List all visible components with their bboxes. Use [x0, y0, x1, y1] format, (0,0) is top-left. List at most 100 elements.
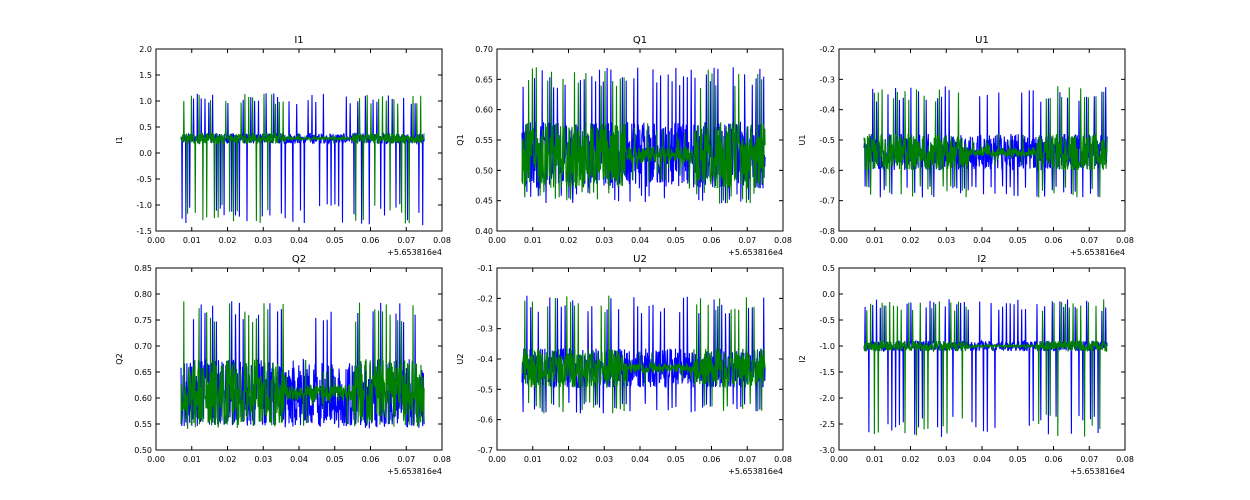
x-offset-label: +5.653816e4 — [387, 248, 442, 257]
x-tick-label: 0.02 — [560, 455, 578, 464]
y-tick-label: -0.8 — [819, 227, 835, 236]
y-tick-label: -0.5 — [819, 136, 835, 145]
y-tick-label: -0.6 — [819, 166, 835, 175]
x-offset-label: +5.653816e4 — [1070, 467, 1125, 476]
y-tick-label: 0.85 — [134, 264, 152, 273]
x-tick-label: 0.00 — [488, 455, 506, 464]
y-tick-label: 0.45 — [475, 197, 493, 206]
series-green-line — [180, 93, 425, 224]
series-green-line — [863, 299, 1108, 437]
x-tick-label: 0.01 — [524, 455, 542, 464]
subplot-u1: 0.00 0.01 0.02 0.03 0.04 0.05 0.06 0.07 0.08 -0.8… — [798, 35, 1134, 257]
y-tick-label: -0.7 — [819, 197, 835, 206]
subplot-q2: 0.00 0.01 0.02 0.03 0.04 0.05 0.06 0.07 0.08 0.50… — [115, 254, 451, 476]
x-tick-label: 0.02 — [560, 236, 578, 245]
y-tick-label: 0.70 — [475, 45, 493, 54]
y-tick-label: 0.5 — [822, 264, 835, 273]
x-tick-label: 0.02 — [219, 455, 237, 464]
x-tick-label: 0.04 — [631, 236, 649, 245]
y-tick-label: -1.5 — [819, 368, 835, 377]
series-green-line — [521, 295, 766, 414]
y-tick-label: -0.5 — [819, 316, 835, 325]
y-tick-label: 0.65 — [475, 75, 493, 84]
series-blue-line — [863, 299, 1108, 437]
x-tick-label: 0.00 — [830, 455, 848, 464]
x-tick-label: 0.07 — [397, 236, 415, 245]
x-tick-label: 0.01 — [183, 455, 201, 464]
x-tick-label: 0.06 — [1045, 455, 1063, 464]
y-tick-label: 0.60 — [475, 106, 493, 115]
x-tick-label: 0.06 — [703, 455, 721, 464]
y-tick-label: 0.50 — [475, 166, 493, 175]
y-axis-label: I2 — [798, 355, 807, 362]
x-tick-label: 0.00 — [147, 455, 165, 464]
x-tick-label: 0.00 — [147, 236, 165, 245]
x-tick-label: 0.08 — [433, 236, 451, 245]
x-tick-label: 0.07 — [738, 236, 756, 245]
x-tick-label: 0.04 — [290, 236, 308, 245]
series-green-line — [863, 86, 1108, 198]
x-tick-label: 0.07 — [1080, 455, 1098, 464]
x-tick-label: 0.06 — [362, 455, 380, 464]
x-tick-label: 0.07 — [397, 455, 415, 464]
plot-title: Q1 — [633, 35, 647, 46]
x-tick-label: 0.08 — [1116, 455, 1134, 464]
x-tick-label: 0.05 — [667, 236, 685, 245]
subplot-u2: 0.00 0.01 0.02 0.03 0.04 0.05 0.06 0.07 0.08 -0.7… — [456, 254, 792, 476]
y-tick-label: -0.2 — [477, 294, 493, 303]
x-tick-label: 0.01 — [866, 236, 884, 245]
y-tick-label: -1.0 — [819, 342, 835, 351]
y-tick-label: -0.5 — [477, 385, 493, 394]
x-tick-label: 0.04 — [973, 455, 991, 464]
x-tick-label: 0.04 — [973, 236, 991, 245]
x-tick-label: 0.07 — [738, 455, 756, 464]
x-tick-label: 0.02 — [219, 236, 237, 245]
y-tick-label: 0.60 — [134, 394, 152, 403]
x-offset-label: +5.653816e4 — [728, 248, 783, 257]
y-tick-label: -0.3 — [477, 325, 493, 334]
y-tick-label: 0.80 — [134, 290, 152, 299]
x-tick-label: 0.07 — [1080, 236, 1098, 245]
x-tick-label: 0.08 — [774, 455, 792, 464]
y-tick-label: -0.3 — [819, 75, 835, 84]
x-tick-label: 0.02 — [902, 455, 920, 464]
x-tick-label: 0.04 — [631, 455, 649, 464]
x-tick-label: 0.03 — [595, 455, 613, 464]
plot-title: U1 — [975, 35, 989, 46]
x-tick-label: 0.05 — [1009, 455, 1027, 464]
y-tick-label: -0.2 — [819, 45, 835, 54]
y-tick-label: 1.0 — [139, 97, 152, 106]
y-axis-label: U2 — [456, 354, 465, 365]
x-tick-label: 0.03 — [254, 236, 272, 245]
x-tick-label: 0.06 — [1045, 236, 1063, 245]
x-tick-label: 0.05 — [326, 236, 344, 245]
series-green-line — [180, 301, 425, 429]
x-tick-label: 0.03 — [937, 236, 955, 245]
x-tick-label: 0.05 — [1009, 236, 1027, 245]
x-offset-label: +5.653816e4 — [728, 467, 783, 476]
y-tick-label: 0.0 — [139, 149, 152, 158]
y-tick-label: 0.55 — [134, 420, 152, 429]
x-tick-label: 0.05 — [326, 455, 344, 464]
y-tick-label: -2.0 — [819, 394, 835, 403]
x-tick-label: 0.02 — [902, 236, 920, 245]
x-tick-label: 0.00 — [830, 236, 848, 245]
y-tick-label: -0.7 — [477, 446, 493, 455]
y-tick-label: -0.1 — [477, 264, 493, 273]
y-axis-label: Q1 — [456, 134, 465, 145]
y-tick-label: -0.5 — [136, 175, 152, 184]
x-tick-label: 0.01 — [183, 236, 201, 245]
x-tick-label: 0.06 — [362, 236, 380, 245]
x-tick-label: 0.06 — [703, 236, 721, 245]
y-axis-label: U1 — [798, 135, 807, 146]
plot-title: Q2 — [292, 254, 306, 265]
y-tick-label: -0.4 — [477, 355, 493, 364]
y-tick-label: -0.6 — [477, 416, 493, 425]
plot-title: I1 — [294, 35, 303, 46]
y-axis-label: Q2 — [115, 353, 124, 364]
x-tick-label: 0.08 — [433, 455, 451, 464]
y-tick-label: 0.70 — [134, 342, 152, 351]
x-tick-label: 0.03 — [595, 236, 613, 245]
y-tick-label: 0.0 — [822, 290, 835, 299]
subplot-i1: 0.00 0.01 0.02 0.03 0.04 0.05 0.06 0.07 0.08 -1.5… — [115, 35, 451, 257]
